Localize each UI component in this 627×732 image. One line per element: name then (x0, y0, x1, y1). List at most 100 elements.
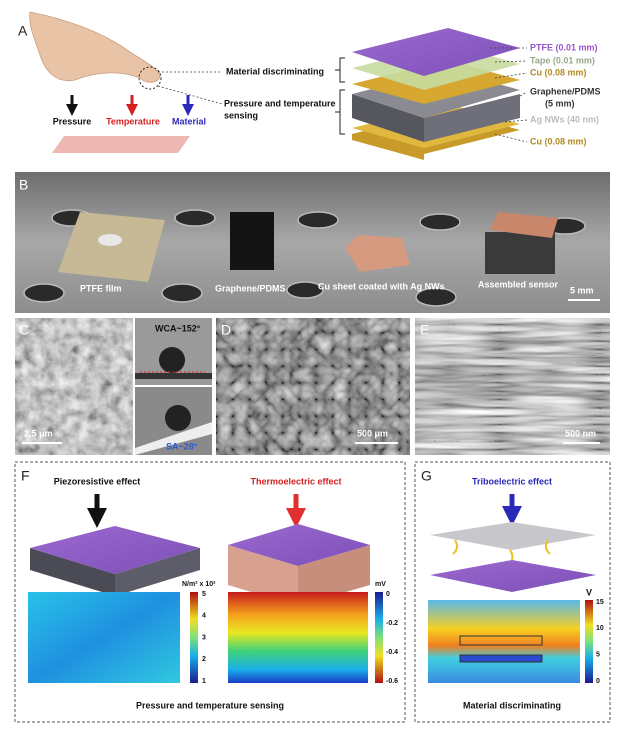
callout: Material discriminating (226, 66, 324, 76)
layer-label: (5 mm) (545, 98, 575, 108)
droplet (98, 234, 122, 246)
substrate (52, 136, 190, 153)
bracket (335, 57, 345, 83)
colorbar (190, 592, 198, 683)
leader (157, 85, 223, 105)
graphene-side (424, 94, 520, 142)
sheet (430, 522, 596, 550)
graphene-block (230, 212, 274, 270)
photo-label: Graphene/PDMS (215, 283, 286, 293)
panel-letter: A (18, 23, 28, 39)
electrode (459, 635, 543, 646)
scale-label: 500 μm (357, 428, 388, 438)
block-top (30, 526, 200, 574)
sem-image (15, 318, 133, 455)
colorbar-tick-label: 10 (596, 625, 604, 632)
droplet (159, 347, 185, 373)
panel-letter: C (19, 322, 29, 338)
input-label: Pressure (53, 116, 92, 126)
colorbar-tick-label: 4 (202, 613, 206, 620)
photo-label: Assembled sensor (478, 279, 559, 289)
colorbar-tick-label: 3 (202, 634, 206, 641)
panel-g: G Triboelectric effect V Material discri… (414, 461, 611, 723)
panel-letter: E (420, 322, 429, 338)
panel-letter: G (421, 468, 432, 484)
sem-image (415, 318, 610, 455)
colorbar-tick-label: -0.6 (386, 678, 398, 685)
colorbar-tick-label: -0.2 (386, 620, 398, 627)
angle-label: SA~28° (166, 441, 198, 451)
colorbar-unit: N/m² x 10² (182, 581, 216, 588)
caption: Material discriminating (463, 700, 561, 710)
panel-letter: B (19, 177, 28, 193)
hand (29, 11, 161, 83)
photo-label: Cu sheet coated with Ag NWs (318, 281, 445, 291)
panel-box (14, 461, 406, 723)
input-label: Material (172, 116, 206, 126)
panel-f: F Piezoresistive effect Thermoelectric e… (14, 461, 406, 723)
colorbar-tick-label: 5 (202, 591, 206, 598)
panel-c: WCA~152° SA~28° 2.5 μm C (15, 318, 212, 455)
panel-letter: F (21, 468, 30, 484)
layer-label: Tape (0.01 mm) (530, 55, 595, 65)
colorbar-tick-label: 15 (596, 599, 604, 606)
panel-a: A Pressure Temperature Material Material… (18, 11, 601, 160)
block-side (298, 545, 370, 606)
colorbar-unit: mV (375, 581, 386, 588)
colorbar-tick-label: 2 (202, 656, 206, 663)
colorbar-tick-label: 0 (386, 591, 390, 598)
callout: sensing (224, 110, 258, 120)
colorbar-tick-label: 1 (202, 678, 206, 685)
touch-circle (138, 66, 162, 90)
layer-label: Ag NWs (40 nm) (530, 114, 599, 124)
layer-label: PTFE (0.01 mm) (530, 42, 598, 52)
ptfe-film (58, 212, 165, 282)
leader (494, 72, 528, 79)
scale-label: 5 mm (570, 285, 594, 295)
surface (135, 373, 212, 379)
effect-title: Piezoresistive effect (54, 476, 141, 486)
leader (519, 91, 528, 97)
graphene-front (352, 94, 424, 142)
layer-label: Graphene/PDMS (530, 86, 601, 96)
panel-letter: D (221, 322, 231, 338)
colorbar-unit: V (586, 587, 592, 597)
electrode (459, 654, 543, 663)
sheet (430, 560, 596, 592)
sensor-body (485, 232, 555, 274)
sem-image (216, 318, 410, 455)
scale-label: 500 nm (565, 428, 596, 438)
effect-title: Thermoelectric effect (250, 476, 341, 486)
block-top (228, 524, 370, 566)
callout: Pressure and temperature (224, 98, 336, 108)
colorbar (585, 600, 593, 683)
voltage-map (228, 592, 368, 683)
tilted-surface (135, 422, 212, 455)
panel-e: 500 nm E (415, 318, 610, 455)
cu-sheet (345, 235, 410, 272)
layer-label: Cu (0.08 mm) (530, 136, 587, 146)
effect-title: Triboelectric effect (472, 476, 552, 486)
potential-map (428, 600, 580, 683)
layer-label: Cu (0.08 mm) (530, 67, 587, 77)
ptfe-layer (352, 28, 520, 76)
input-label: Temperature (106, 116, 160, 126)
leader (494, 60, 528, 63)
pressure-map (28, 592, 180, 683)
photo-label: PTFE film (80, 283, 122, 293)
caption: Pressure and temperature sensing (136, 700, 284, 710)
block-side (115, 548, 200, 596)
block-front (228, 545, 298, 606)
panel-box (414, 461, 611, 723)
panel-b: PTFE film Graphene/PDMS Cu sheet coated … (15, 172, 610, 313)
colorbar-tick-label: 0 (596, 678, 600, 685)
colorbar-tick-label: -0.4 (386, 649, 398, 656)
droplet (165, 405, 191, 431)
colorbar-tick-label: 5 (596, 652, 600, 659)
leader (494, 133, 528, 143)
bracket (335, 89, 345, 135)
colorbar (375, 592, 383, 683)
panel-d: 500 μm D (216, 318, 410, 455)
block-front (30, 548, 115, 596)
